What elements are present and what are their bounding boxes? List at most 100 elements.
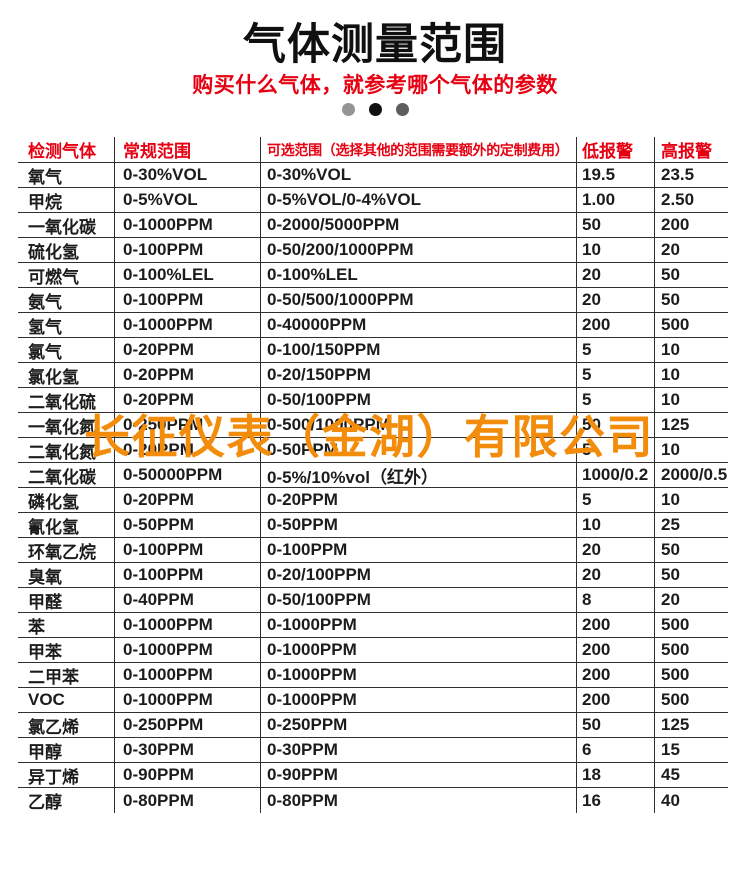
table-row: 甲烷 0-5%VOL 0-5%VOL/0-4%VOL 1.00 2.50 — [18, 188, 728, 213]
cell-normal: 0-20PPM — [115, 488, 261, 512]
cell-normal: 0-100PPM — [115, 238, 261, 262]
cell-gas: 二甲苯 — [18, 663, 115, 687]
carousel-dot — [395, 103, 409, 116]
cell-low: 6 — [577, 738, 655, 762]
cell-low: 200 — [577, 638, 655, 662]
cell-normal: 0-40PPM — [115, 588, 261, 612]
cell-optional: 0-20/100PPM — [261, 563, 577, 587]
cell-gas: 氢气 — [18, 313, 115, 337]
cell-high: 20 — [661, 240, 680, 259]
table-row: 氯乙烯 0-250PPM 0-250PPM 50 125 — [18, 713, 728, 738]
page-title: 气体测量范围 — [243, 21, 507, 69]
cell-low: 10 — [577, 513, 655, 537]
table-row: 苯 0-1000PPM 0-1000PPM 200 500 — [18, 613, 728, 638]
column-header-optional: 可选范围（选择其他的范围需要额外的定制费用） — [261, 137, 577, 162]
cell-normal: 0-5%VOL — [115, 188, 261, 212]
cell-gas: VOC — [18, 688, 115, 712]
cell-normal: 0-100PPM — [115, 563, 261, 587]
cell-low: 200 — [577, 688, 655, 712]
cell-gas: 苯 — [18, 613, 115, 637]
cell-high: 2000/0.5 — [661, 465, 728, 484]
cell-low: 20 — [577, 263, 655, 287]
table-row: 二氧化碳 0-50000PPM 0-5%/10%vol（红外） 1000/0.2 200… — [18, 463, 728, 488]
cell-normal: 0-250PPM — [115, 713, 261, 737]
cell-low: 5 — [577, 388, 655, 412]
cell-optional: 0-100%LEL — [261, 263, 577, 287]
cell-high: 15 — [661, 740, 680, 759]
table-row: 氰化氢 0-50PPM 0-50PPM 10 25 — [18, 513, 728, 538]
cell-gas: 氰化氢 — [18, 513, 115, 537]
cell-optional: 0-50/500/1000PPM — [261, 288, 577, 312]
cell-optional: 0-20PPM — [261, 488, 577, 512]
cell-gas: 甲苯 — [18, 638, 115, 662]
table-row: 甲醛 0-40PPM 0-50/100PPM 8 20 — [18, 588, 728, 613]
cell-high: 50 — [661, 540, 680, 559]
table-body: 氧气 0-30%VOL 0-30%VOL 19.5 23.5 甲烷 0-5%VOL 0-5%V… — [18, 163, 728, 813]
cell-high: 125 — [661, 715, 690, 734]
table-header-row: 检测气体 常规范围 可选范围（选择其他的范围需要额外的定制费用） 低报警 高报警 — [18, 137, 728, 163]
cell-gas: 磷化氢 — [18, 488, 115, 512]
cell-optional: 0-5%VOL/0-4%VOL — [261, 188, 577, 212]
cell-high: 45 — [661, 765, 680, 784]
cell-normal: 0-100PPM — [115, 538, 261, 562]
cell-optional: 0-90PPM — [261, 763, 577, 787]
cell-optional: 0-1000PPM — [261, 638, 577, 662]
cell-gas: 二氧化硫 — [18, 388, 115, 412]
cell-high: 500 — [661, 665, 690, 684]
cell-high: 50 — [661, 290, 680, 309]
cell-low: 200 — [577, 313, 655, 337]
cell-high: 10 — [661, 490, 680, 509]
column-header-gas: 检测气体 — [18, 137, 115, 162]
cell-normal: 0-100%LEL — [115, 263, 261, 287]
cell-optional: 0-40000PPM — [261, 313, 577, 337]
cell-high: 10 — [661, 440, 680, 459]
cell-high: 10 — [661, 390, 680, 409]
cell-high: 200 — [661, 215, 690, 234]
cell-normal: 0-100PPM — [115, 288, 261, 312]
cell-gas: 甲醛 — [18, 588, 115, 612]
cell-gas: 乙醇 — [18, 788, 115, 813]
cell-high: 40 — [661, 790, 680, 810]
cell-high: 50 — [661, 265, 680, 284]
cell-gas: 甲烷 — [18, 188, 115, 212]
cell-high: 10 — [661, 365, 680, 384]
cell-high: 500 — [661, 690, 690, 709]
column-header-low: 低报警 — [577, 137, 655, 162]
carousel-dot — [341, 103, 355, 116]
cell-gas: 氯化氢 — [18, 363, 115, 387]
table-row: 乙醇 0-80PPM 0-80PPM 16 40 — [18, 788, 728, 813]
cell-gas: 一氧化碳 — [18, 213, 115, 237]
column-header-high: 高报警 — [661, 142, 712, 161]
cell-high: 2.50 — [661, 190, 695, 209]
cell-normal: 0-20PPM — [115, 363, 261, 387]
cell-gas: 硫化氢 — [18, 238, 115, 262]
cell-low: 1.00 — [577, 188, 655, 212]
cell-normal: 0-1000PPM — [115, 313, 261, 337]
cell-optional: 0-1000PPM — [261, 663, 577, 687]
table-row: 异丁烯 0-90PPM 0-90PPM 18 45 — [18, 763, 728, 788]
table-row: 一氧化氮 0-250PPM 0-500/1000PPM 50 125 — [18, 413, 728, 438]
table-row: 磷化氢 0-20PPM 0-20PPM 5 10 — [18, 488, 728, 513]
cell-gas: 二氧化氮 — [18, 438, 115, 462]
cell-normal: 0-20PPM — [115, 438, 261, 462]
cell-low: 5 — [577, 438, 655, 462]
cell-normal: 0-50PPM — [115, 513, 261, 537]
table-row: 臭氧 0-100PPM 0-20/100PPM 20 50 — [18, 563, 728, 588]
cell-low: 1000/0.2 — [577, 463, 655, 487]
table-row: 甲苯 0-1000PPM 0-1000PPM 200 500 — [18, 638, 728, 663]
cell-low: 19.5 — [577, 163, 655, 187]
gas-range-table: 检测气体 常规范围 可选范围（选择其他的范围需要额外的定制费用） 低报警 高报警… — [18, 137, 728, 813]
cell-optional: 0-50/200/1000PPM — [261, 238, 577, 262]
cell-high: 25 — [661, 515, 680, 534]
table-row: 二氧化硫 0-20PPM 0-50/100PPM 5 10 — [18, 388, 728, 413]
cell-gas: 臭氧 — [18, 563, 115, 587]
cell-high: 500 — [661, 315, 690, 334]
cell-normal: 0-1000PPM — [115, 613, 261, 637]
cell-low: 200 — [577, 663, 655, 687]
cell-normal: 0-30%VOL — [115, 163, 261, 187]
cell-optional: 0-1000PPM — [261, 613, 577, 637]
cell-gas: 氧气 — [18, 163, 115, 187]
cell-high: 10 — [661, 340, 680, 359]
table-row: 氯气 0-20PPM 0-100/150PPM 5 10 — [18, 338, 728, 363]
